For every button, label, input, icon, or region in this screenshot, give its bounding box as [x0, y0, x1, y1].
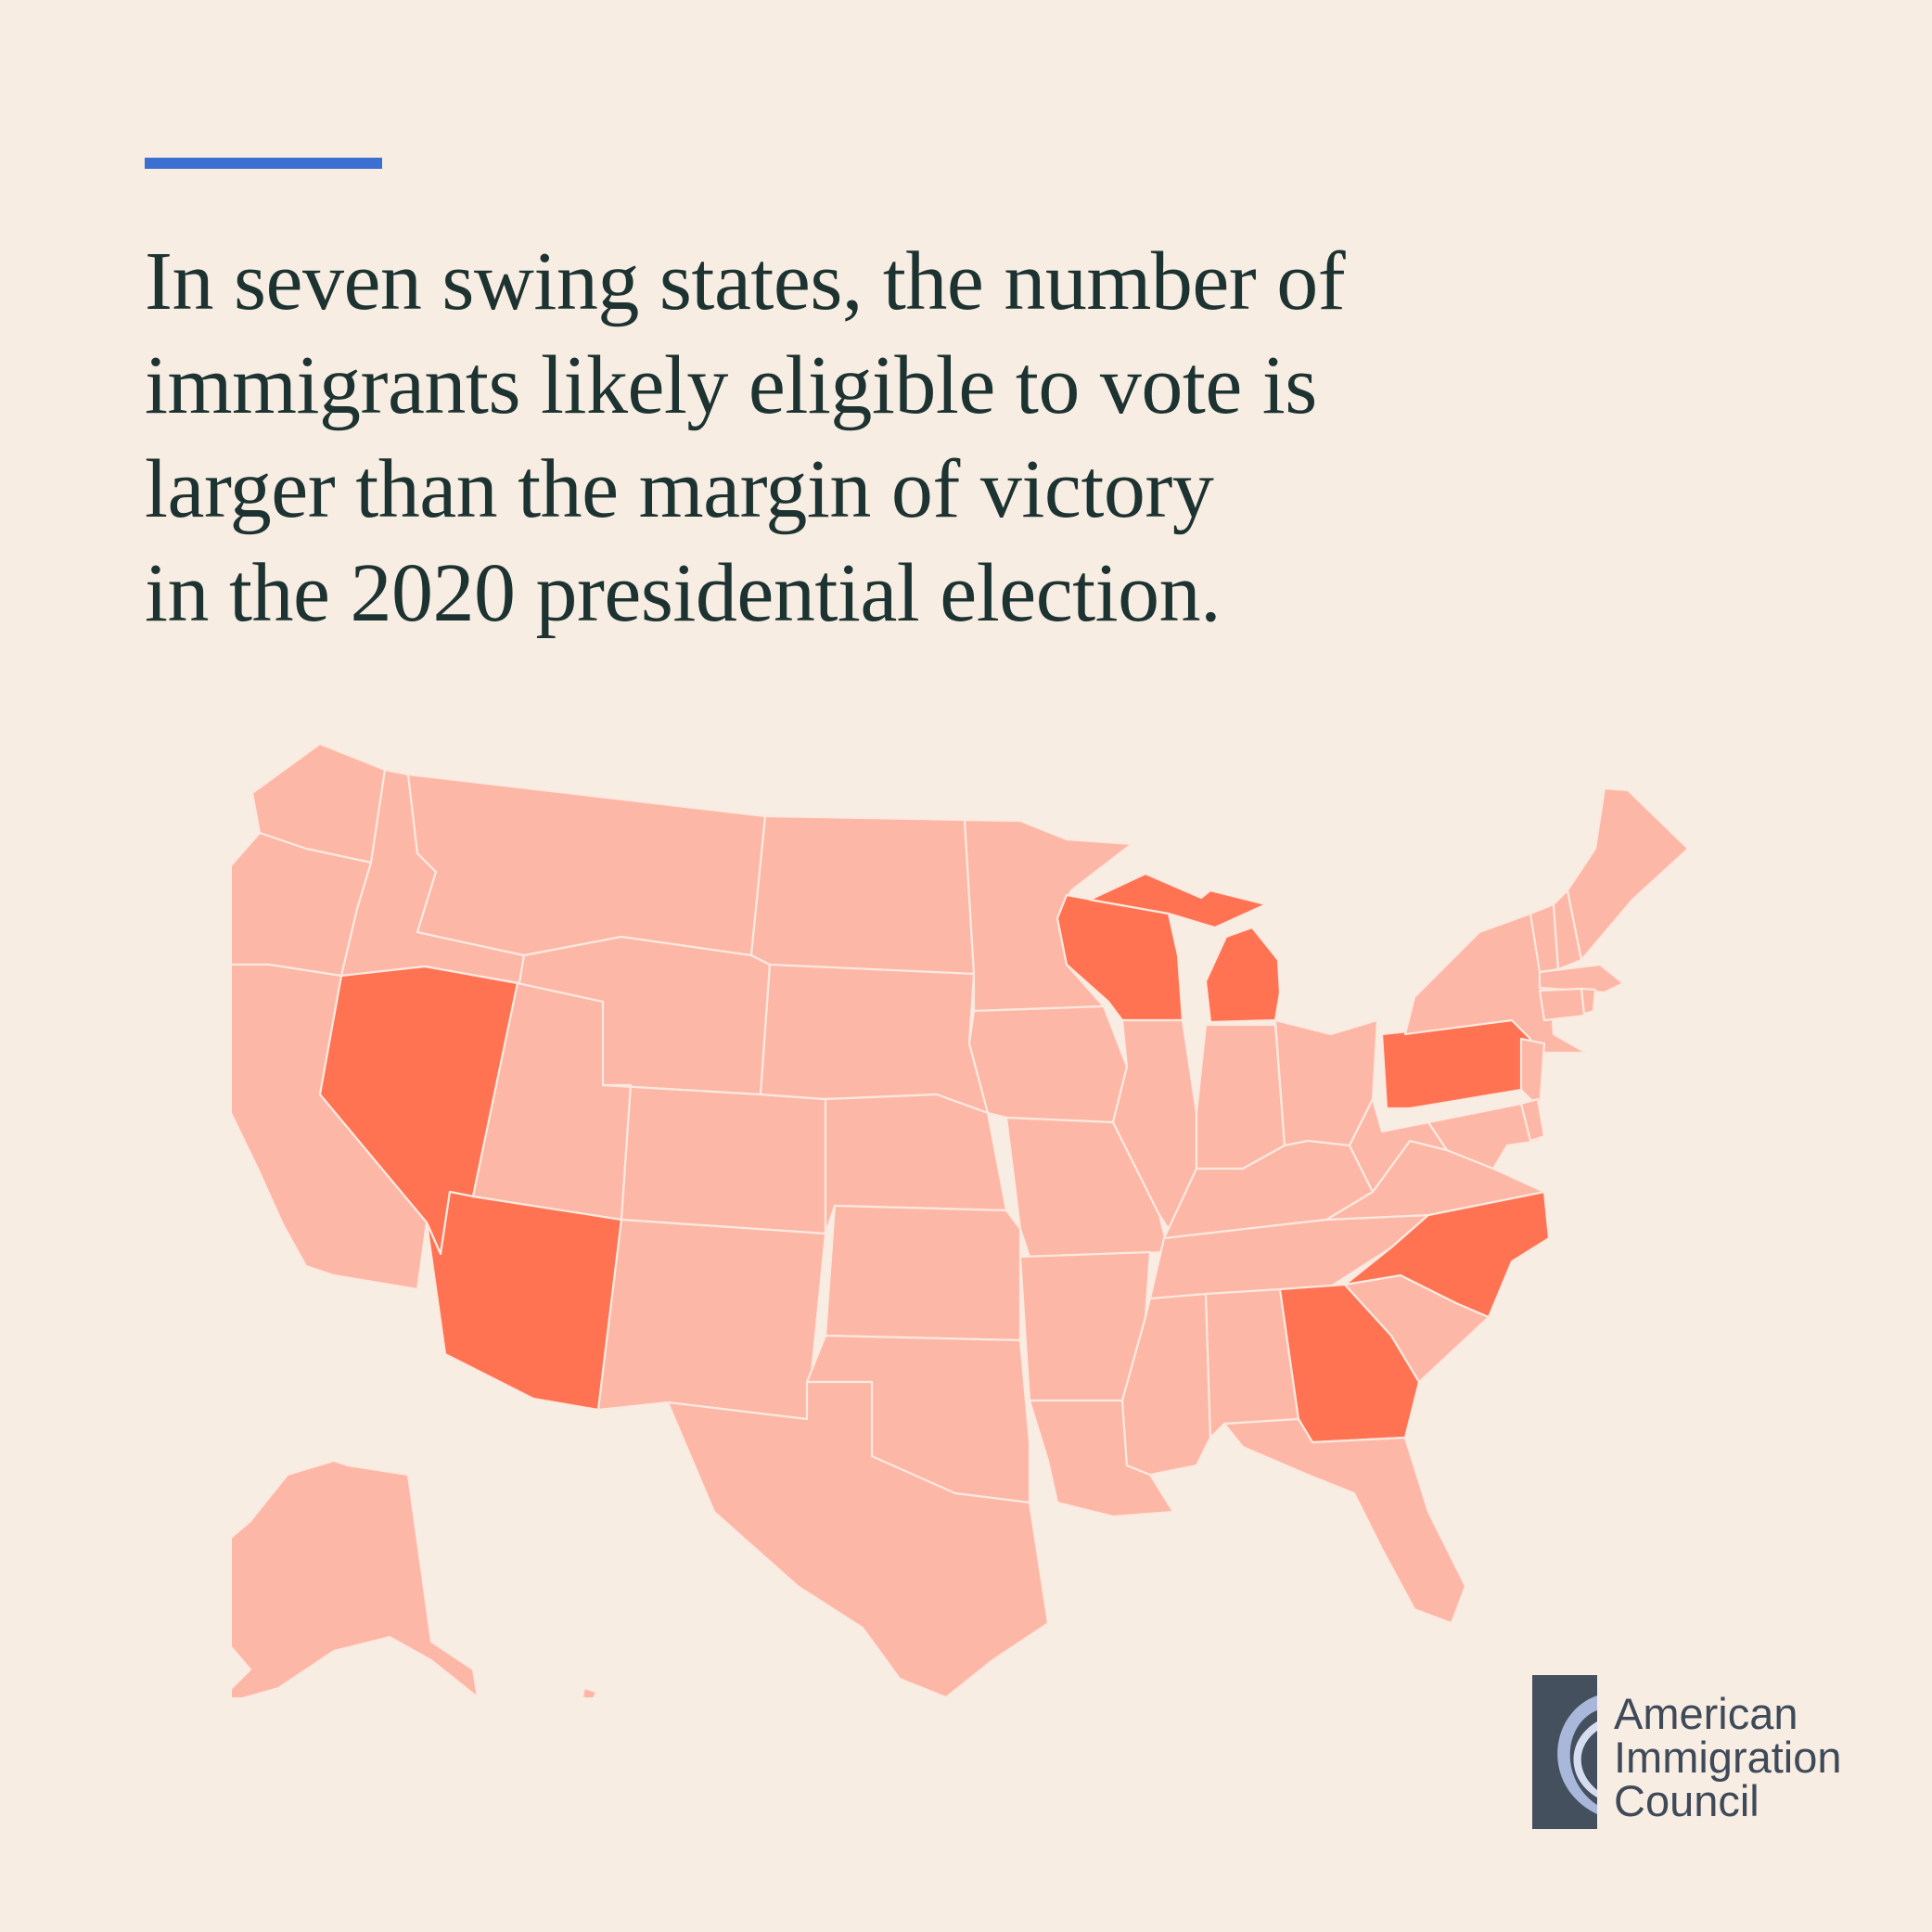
state-massachusetts	[1538, 963, 1625, 994]
logo: American Immigration Council	[1532, 1675, 1848, 1831]
headline-line-2: immigrants likely eligible to vote is	[145, 339, 1317, 431]
state-montana	[406, 773, 767, 957]
crescent-swoosh-icon	[1532, 1675, 1597, 1829]
state-north-carolina-swing	[1343, 1190, 1551, 1319]
state-upper-peninsula-swing	[1088, 872, 1268, 929]
state-maine	[1566, 787, 1690, 962]
state-pennsylvania-swing	[1380, 1018, 1532, 1110]
state-indiana	[1195, 1023, 1286, 1171]
state-michigan-swing	[1204, 926, 1282, 1024]
state-illinois	[1111, 1018, 1198, 1231]
state-iowa	[967, 1004, 1129, 1124]
headline-line-4: in the 2020 presidential election.	[145, 547, 1222, 639]
headline: In seven swing states, the number of imm…	[145, 230, 1777, 646]
headline-line-3: larger than the margin of victory	[145, 443, 1214, 535]
state-north-dakota	[749, 814, 976, 976]
us-map	[232, 733, 1697, 1697]
states-group	[232, 742, 1690, 1697]
state-new-mexico	[596, 1218, 827, 1421]
state-connecticut	[1538, 987, 1586, 1022]
logo-line-3: Council	[1614, 1776, 1759, 1825]
state-florida	[1222, 1417, 1467, 1625]
headline-line-1: In seven swing states, the number of	[145, 236, 1346, 327]
us-map-svg	[232, 742, 1690, 1697]
logo-text: American Immigration Council	[1614, 1692, 1842, 1823]
state-kansas	[824, 1204, 1022, 1342]
state-colorado	[601, 1083, 827, 1235]
state-south-dakota	[759, 963, 990, 1115]
state-arizona-swing	[425, 1190, 623, 1412]
state-texas	[666, 1380, 1050, 1697]
state-hawaii-kauai	[581, 1686, 598, 1697]
state-new-jersey	[1519, 1037, 1546, 1110]
logo-line-1: American	[1614, 1689, 1798, 1738]
accent-rule	[145, 158, 382, 169]
logo-line-2: Immigration	[1614, 1733, 1842, 1782]
state-delaware	[1519, 1097, 1546, 1143]
state-rhode-island	[1580, 987, 1597, 1016]
state-alaska	[232, 1459, 480, 1697]
